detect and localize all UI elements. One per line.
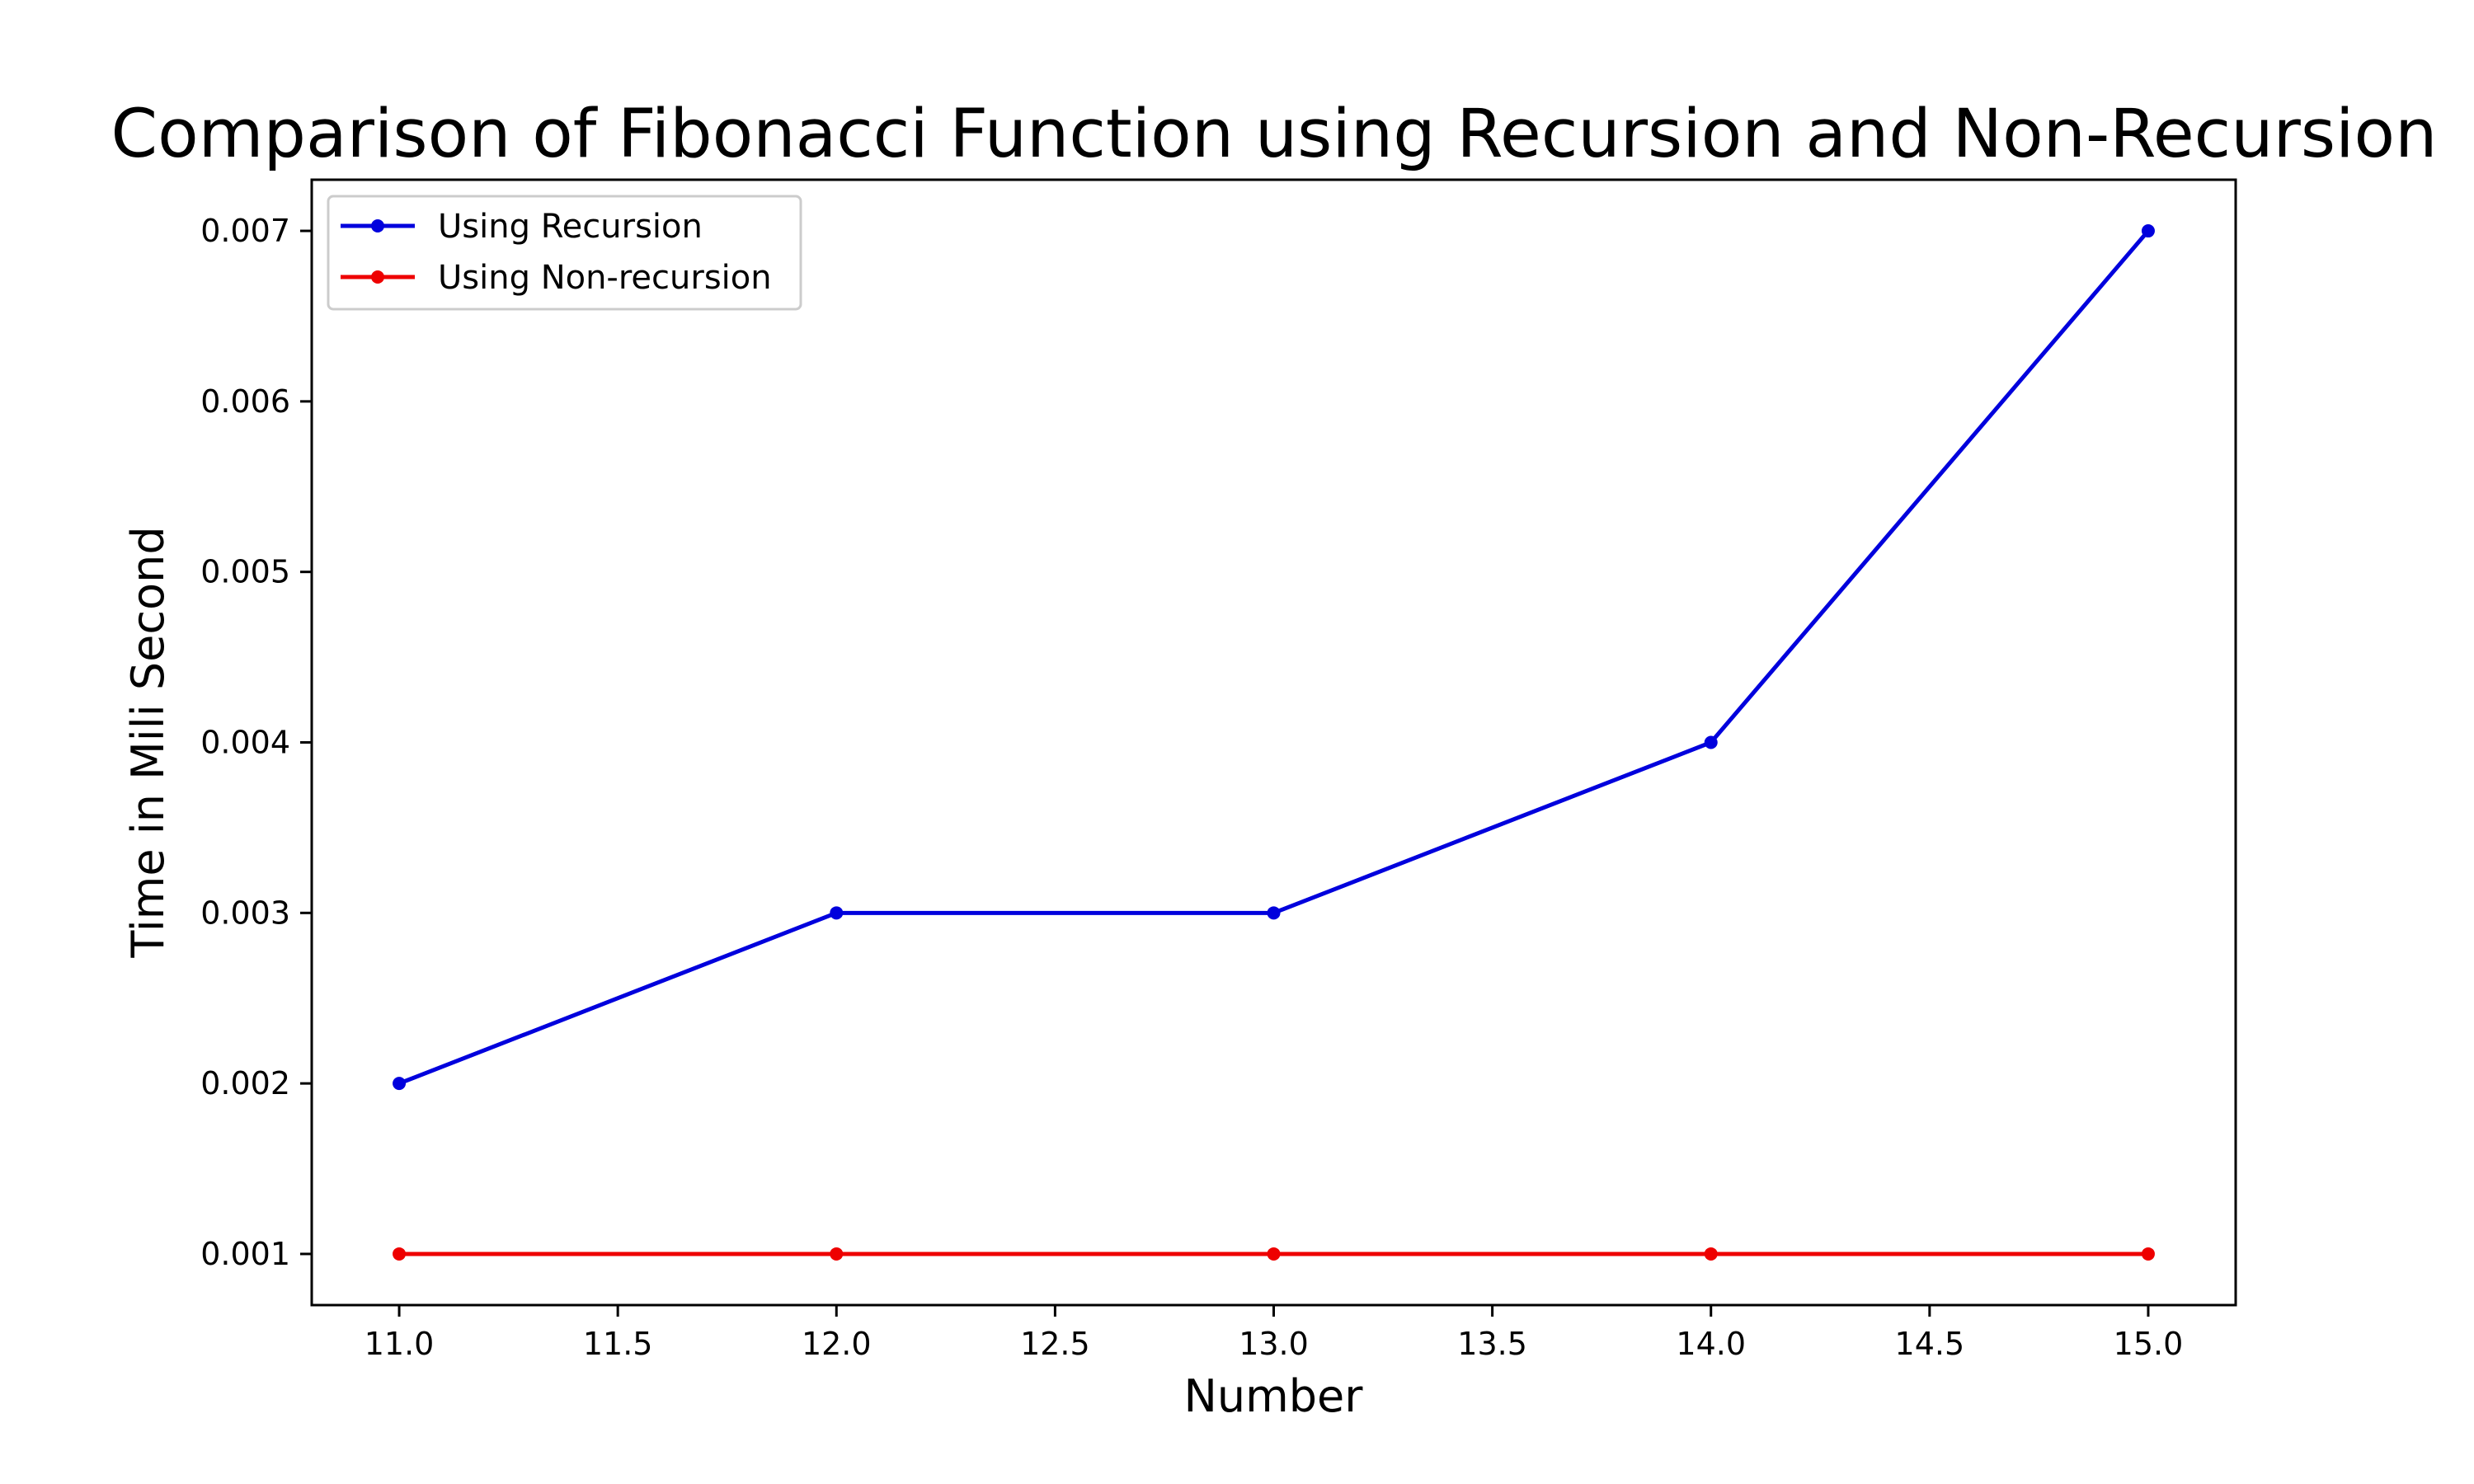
series-point-1 [830, 1247, 844, 1261]
legend-swatch-marker [371, 270, 384, 284]
x-axis-label: Number [1184, 1370, 1364, 1422]
x-tick-label: 14.0 [1676, 1326, 1746, 1362]
series-point-1 [1267, 1247, 1281, 1261]
y-tick-label: 0.004 [200, 725, 290, 761]
plot-area [393, 224, 2155, 1261]
x-tick-label: 15.0 [2114, 1326, 2184, 1362]
y-tick-label: 0.003 [200, 895, 290, 931]
legend-box [327, 195, 802, 311]
series-point-0 [2141, 224, 2155, 238]
series-point-1 [2141, 1247, 2155, 1261]
y-tick-label: 0.006 [200, 383, 290, 420]
y-axis-label: Time in Mili Second [122, 526, 174, 958]
legend-label: Using Recursion [438, 208, 703, 246]
x-tick-label: 12.0 [802, 1326, 872, 1362]
x-tick-label: 11.5 [583, 1326, 653, 1362]
x-tick-label: 11.0 [365, 1326, 435, 1362]
y-tick-label: 0.002 [200, 1065, 290, 1101]
y-axis: 0.001 0.002 0.003 0.004 0.005 0.006 0.007 [200, 213, 312, 1272]
series-point-0 [830, 906, 844, 920]
x-tick-label: 13.0 [1239, 1326, 1309, 1362]
series-point-1 [1704, 1247, 1718, 1261]
series-point-0 [1267, 906, 1281, 920]
series-line-0 [398, 229, 2150, 1086]
y-tick-label: 0.001 [200, 1236, 290, 1272]
legend-label: Using Non-recursion [438, 259, 772, 297]
chart-title: Comparison of Fibonacci Function using R… [111, 96, 2438, 173]
x-tick-label: 12.5 [1020, 1326, 1090, 1362]
legend-swatch-marker [371, 219, 384, 232]
series-point-1 [393, 1247, 407, 1261]
axes-frame [310, 178, 2237, 1307]
series-point-0 [1704, 735, 1718, 749]
x-tick-label: 14.5 [1895, 1326, 1965, 1362]
x-axis: 11.0 11.5 12.0 12.5 13.0 13.5 14.0 14.5 15.0 [365, 1305, 2184, 1362]
series-point-0 [393, 1077, 407, 1091]
x-tick-label: 13.5 [1457, 1326, 1527, 1362]
y-tick-label: 0.007 [200, 213, 290, 249]
y-tick-label: 0.005 [200, 554, 290, 590]
legend: Using Recursion Using Non-recursion [327, 195, 802, 311]
